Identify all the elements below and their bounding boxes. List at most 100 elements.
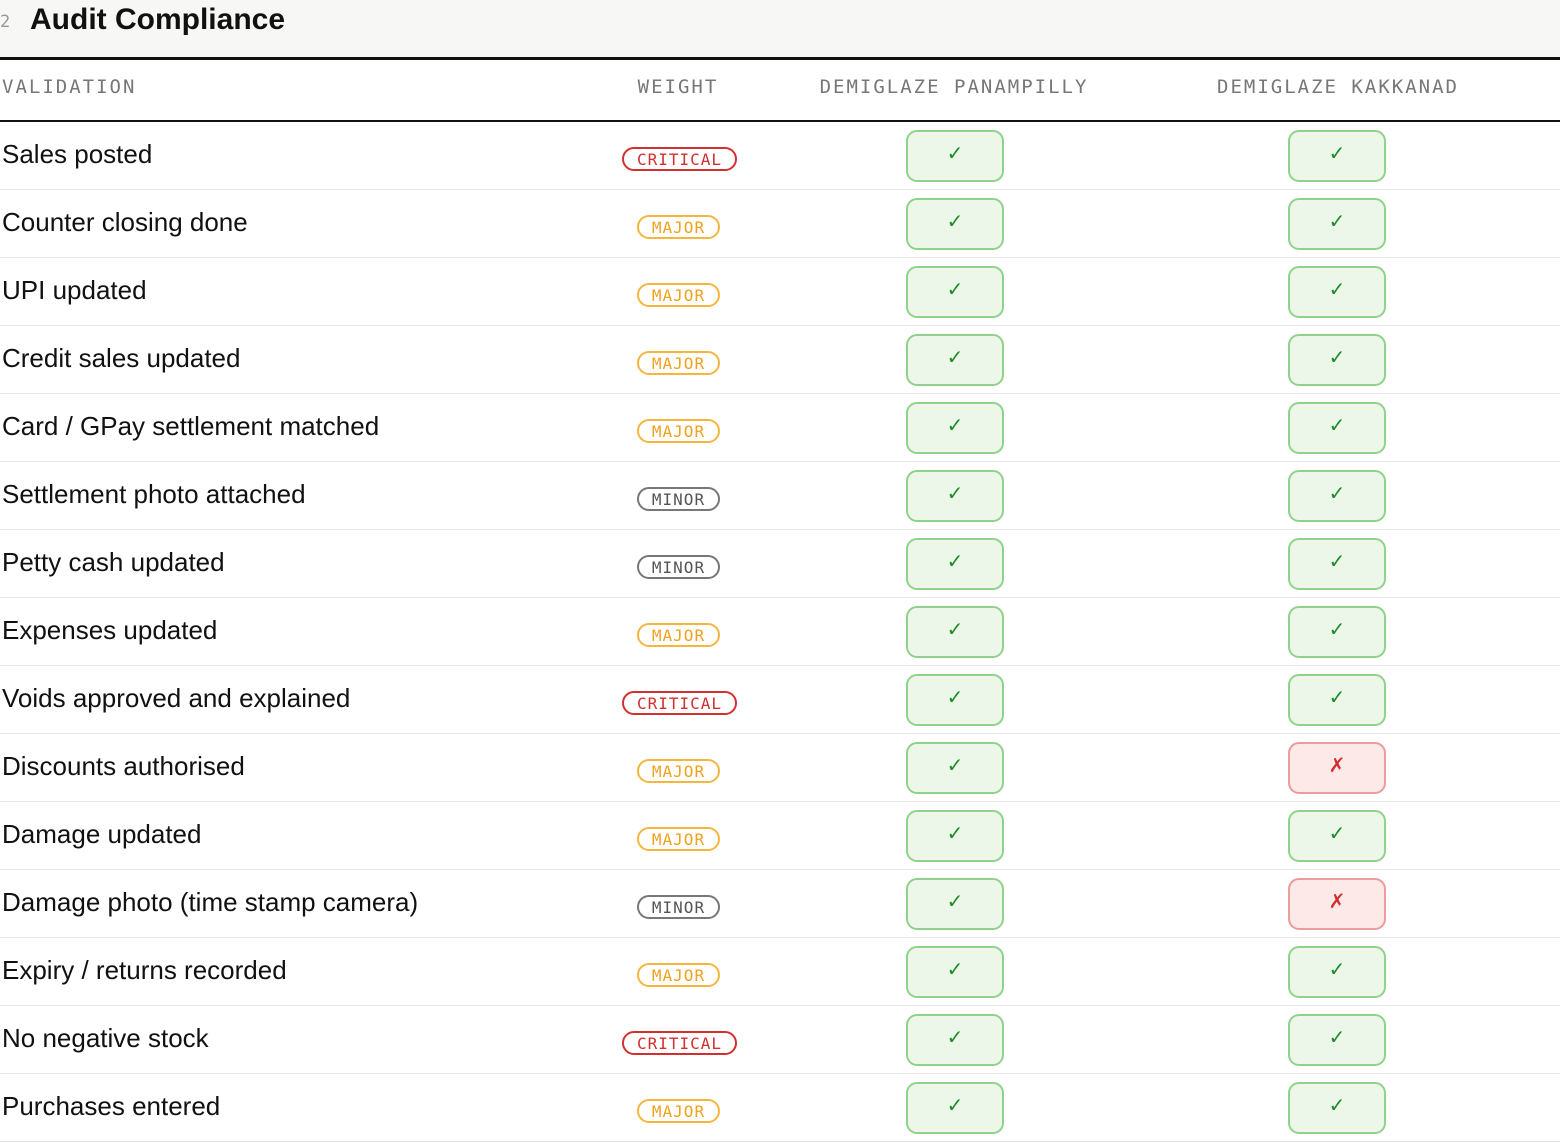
table-row: Discounts authorised MAJOR ✓ ✗ [0, 734, 1560, 802]
table-row: Damage photo (time stamp camera) MINOR ✓ ✗ [0, 870, 1560, 938]
table-row: Credit sales updated MAJOR ✓ ✓ [0, 326, 1560, 394]
validation-label: Damage photo (time stamp camera) [2, 887, 419, 917]
check-icon: ✓ [946, 209, 964, 233]
status-cell-panampilly[interactable]: ✓ [906, 470, 1004, 522]
check-icon: ✓ [1328, 413, 1346, 437]
check-icon: ✓ [1328, 617, 1346, 641]
check-icon: ✓ [1328, 957, 1346, 981]
validation-label: Credit sales updated [2, 343, 241, 373]
weight-badge: MAJOR [637, 827, 720, 851]
status-cell-kakkanad[interactable]: ✓ [1288, 538, 1386, 590]
status-cell-kakkanad[interactable]: ✓ [1288, 130, 1386, 182]
weight-badge: MAJOR [637, 759, 720, 783]
table-header: VALIDATION WEIGHT DEMIGLAZE PANAMPILLY D… [0, 60, 1560, 122]
column-header-demiglaze-panampilly[interactable]: DEMIGLAZE PANAMPILLY [819, 76, 1089, 98]
status-cell-kakkanad[interactable]: ✗ [1288, 742, 1386, 794]
weight-badge: MAJOR [637, 963, 720, 987]
table-row: Petty cash updated MINOR ✓ ✓ [0, 530, 1560, 598]
status-cell-kakkanad[interactable]: ✓ [1288, 674, 1386, 726]
check-icon: ✓ [1328, 345, 1346, 369]
validation-label: Settlement photo attached [2, 479, 306, 509]
status-cell-kakkanad[interactable]: ✓ [1288, 198, 1386, 250]
status-cell-kakkanad[interactable]: ✓ [1288, 606, 1386, 658]
section-number: 2 [0, 12, 11, 32]
weight-badge: MAJOR [637, 1099, 720, 1123]
check-icon: ✓ [1328, 481, 1346, 505]
status-cell-panampilly[interactable]: ✓ [906, 402, 1004, 454]
status-cell-panampilly[interactable]: ✓ [906, 742, 1004, 794]
status-cell-kakkanad[interactable]: ✗ [1288, 878, 1386, 930]
check-icon: ✓ [1328, 277, 1346, 301]
status-cell-panampilly[interactable]: ✓ [906, 1014, 1004, 1066]
validation-label: Sales posted [2, 139, 153, 169]
status-cell-panampilly[interactable]: ✓ [906, 946, 1004, 998]
column-header-demiglaze-kakkanad[interactable]: DEMIGLAZE KAKKANAD [1217, 76, 1459, 98]
validation-label: Expiry / returns recorded [2, 955, 287, 985]
check-icon: ✓ [946, 685, 964, 709]
weight-badge: MINOR [637, 555, 720, 579]
table-row: Expenses updated MAJOR ✓ ✓ [0, 598, 1560, 666]
status-cell-panampilly[interactable]: ✓ [906, 878, 1004, 930]
check-icon: ✓ [946, 821, 964, 845]
weight-badge: CRITICAL [622, 1031, 737, 1055]
check-icon: ✓ [1328, 209, 1346, 233]
table-row: Counter closing done MAJOR ✓ ✓ [0, 190, 1560, 258]
weight-badge: CRITICAL [622, 147, 737, 171]
validation-label: Purchases entered [2, 1091, 221, 1121]
table-row: Damage updated MAJOR ✓ ✓ [0, 802, 1560, 870]
validation-label: Card / GPay settlement matched [2, 411, 380, 441]
status-cell-kakkanad[interactable]: ✓ [1288, 946, 1386, 998]
check-icon: ✓ [946, 617, 964, 641]
check-icon: ✓ [946, 957, 964, 981]
weight-badge: MAJOR [637, 351, 720, 375]
status-cell-panampilly[interactable]: ✓ [906, 334, 1004, 386]
status-cell-kakkanad[interactable]: ✓ [1288, 1082, 1386, 1134]
check-icon: ✓ [946, 753, 964, 777]
check-icon: ✓ [1328, 549, 1346, 573]
weight-badge: MINOR [637, 487, 720, 511]
validation-label: Voids approved and explained [2, 683, 351, 713]
check-icon: ✓ [946, 413, 964, 437]
check-icon: ✓ [946, 1025, 964, 1049]
status-cell-kakkanad[interactable]: ✓ [1288, 1014, 1386, 1066]
status-cell-panampilly[interactable]: ✓ [906, 130, 1004, 182]
compliance-table-body: Sales posted CRITICAL ✓ ✓ Counter closing do… [0, 122, 1560, 1142]
validation-label: Petty cash updated [2, 547, 225, 577]
weight-badge: MAJOR [637, 215, 720, 239]
status-cell-kakkanad[interactable]: ✓ [1288, 266, 1386, 318]
validation-label: Expenses updated [2, 615, 218, 645]
status-cell-panampilly[interactable]: ✓ [906, 674, 1004, 726]
column-header-validation[interactable]: VALIDATION [2, 76, 137, 98]
status-cell-panampilly[interactable]: ✓ [906, 266, 1004, 318]
column-header-weight[interactable]: WEIGHT [637, 76, 719, 98]
table-row: Settlement photo attached MINOR ✓ ✓ [0, 462, 1560, 530]
check-icon: ✓ [946, 549, 964, 573]
status-cell-kakkanad[interactable]: ✓ [1288, 402, 1386, 454]
table-row: No negative stock CRITICAL ✓ ✓ [0, 1006, 1560, 1074]
table-row: Card / GPay settlement matched MAJOR ✓ ✓ [0, 394, 1560, 462]
status-cell-panampilly[interactable]: ✓ [906, 538, 1004, 590]
status-cell-panampilly[interactable]: ✓ [906, 1082, 1004, 1134]
weight-badge: MAJOR [637, 283, 720, 307]
validation-label: UPI updated [2, 275, 147, 305]
status-cell-panampilly[interactable]: ✓ [906, 198, 1004, 250]
status-cell-kakkanad[interactable]: ✓ [1288, 810, 1386, 862]
check-icon: ✓ [1328, 141, 1346, 165]
status-cell-kakkanad[interactable]: ✓ [1288, 470, 1386, 522]
cross-icon: ✗ [1328, 753, 1346, 777]
status-cell-panampilly[interactable]: ✓ [906, 810, 1004, 862]
table-row: UPI updated MAJOR ✓ ✓ [0, 258, 1560, 326]
check-icon: ✓ [946, 1093, 964, 1117]
check-icon: ✓ [1328, 685, 1346, 709]
check-icon: ✓ [946, 277, 964, 301]
weight-badge: CRITICAL [622, 691, 737, 715]
validation-label: Damage updated [2, 819, 202, 849]
table-row: Expiry / returns recorded MAJOR ✓ ✓ [0, 938, 1560, 1006]
validation-label: No negative stock [2, 1023, 209, 1053]
status-cell-panampilly[interactable]: ✓ [906, 606, 1004, 658]
status-cell-kakkanad[interactable]: ✓ [1288, 334, 1386, 386]
validation-label: Counter closing done [2, 207, 248, 237]
check-icon: ✓ [1328, 1025, 1346, 1049]
check-icon: ✓ [946, 481, 964, 505]
validation-label: Discounts authorised [2, 751, 245, 781]
